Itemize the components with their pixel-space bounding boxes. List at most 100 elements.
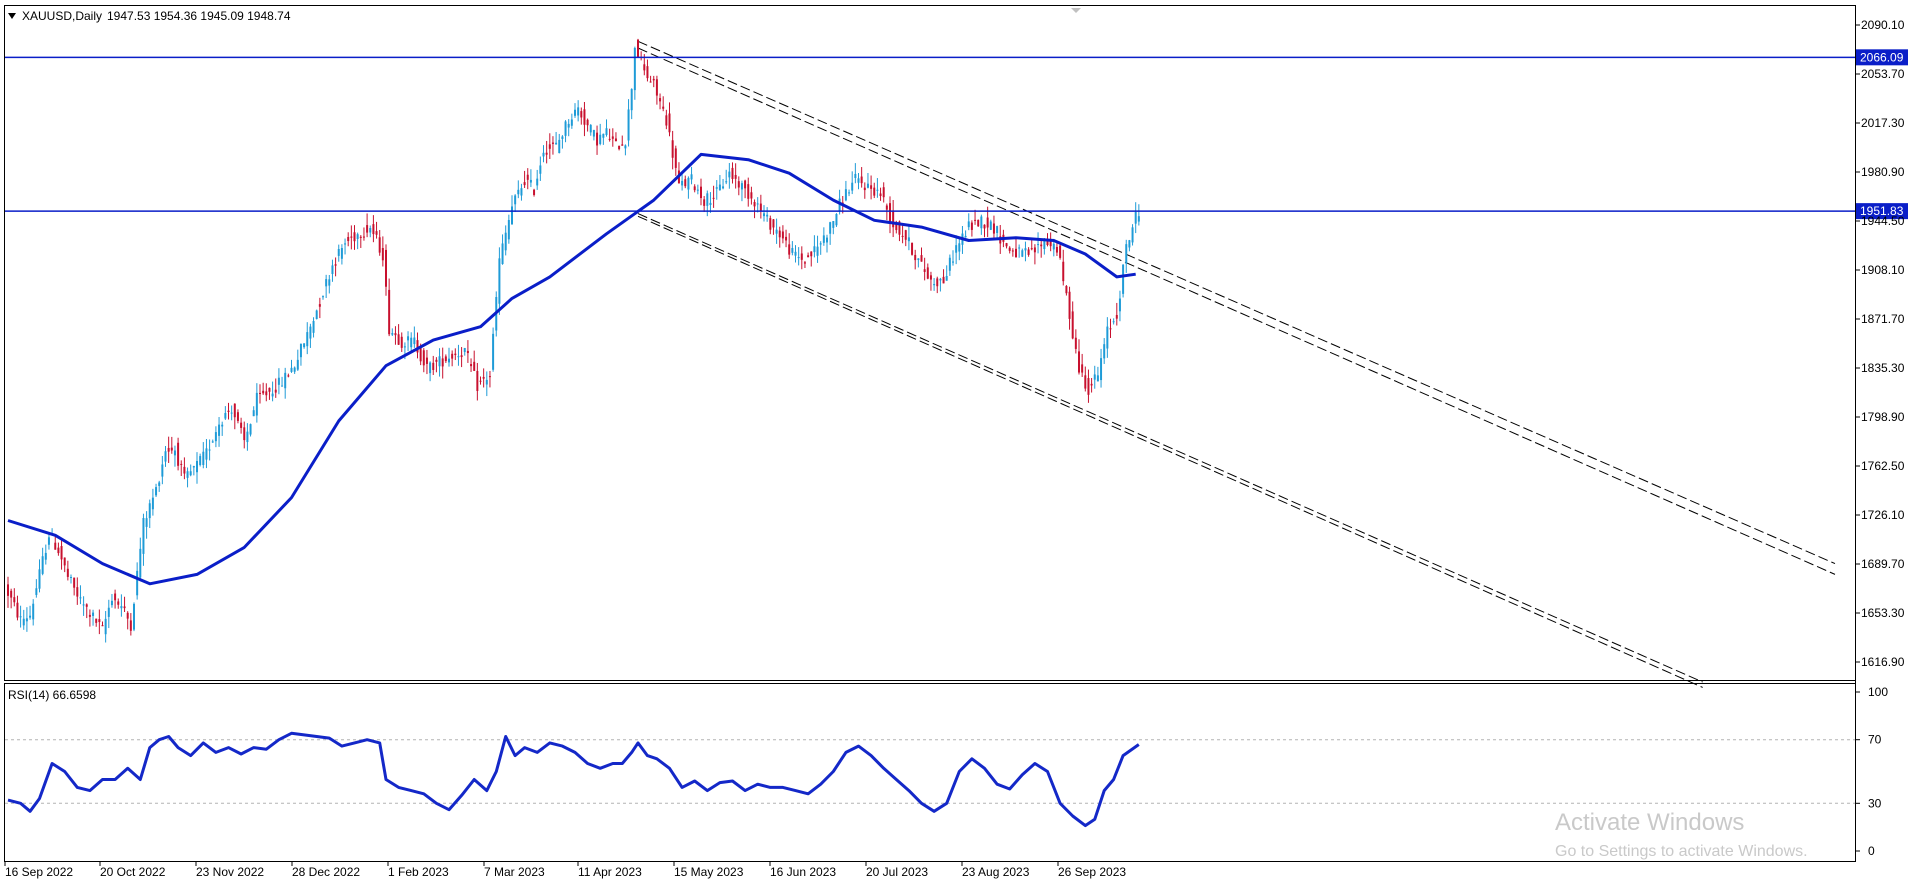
candle-bear	[1015, 248, 1017, 258]
candle-bear	[753, 202, 756, 207]
candle-bear	[347, 236, 350, 242]
candle-bear	[684, 179, 687, 187]
candle-bull	[136, 570, 139, 596]
candle-bear	[1065, 286, 1068, 294]
candle-bear	[16, 602, 19, 618]
candle-bull	[1021, 250, 1024, 257]
candle-bull	[514, 195, 517, 205]
candle-bull	[255, 392, 258, 416]
candle-bull	[306, 332, 309, 347]
candle-bull	[822, 235, 825, 243]
candle-bear	[533, 189, 536, 195]
candle-bear	[923, 269, 926, 272]
rsi-indicator	[5, 731, 1855, 828]
candle-bear	[807, 255, 810, 258]
candle-bull	[958, 243, 961, 252]
candle-bull	[561, 136, 564, 139]
candle-bull	[218, 424, 221, 436]
candle-bear	[879, 193, 882, 197]
candle-bear	[76, 587, 79, 597]
candle-bull	[696, 189, 699, 191]
candle-bear	[1040, 244, 1043, 247]
activate-windows-title: Activate Windows	[1555, 809, 1744, 836]
candle-bull	[1131, 227, 1134, 243]
candle-bull	[1052, 243, 1055, 250]
candle-bull	[826, 237, 828, 243]
candle-bull	[32, 603, 35, 620]
candle-bull	[832, 221, 835, 228]
candle-bull	[1100, 358, 1103, 381]
price-tick-label: 1726.10	[1861, 508, 1905, 522]
candle-bear	[643, 64, 646, 71]
candle-bull	[344, 243, 347, 245]
candle-bull	[964, 235, 967, 238]
candle-bull	[605, 128, 608, 135]
candle-bear	[167, 447, 170, 452]
candle-bear	[57, 547, 60, 554]
time-tick-label: 23 Aug 2023	[962, 865, 1030, 879]
candle-bull	[989, 221, 992, 230]
candle-bear	[614, 138, 617, 142]
rsi-tick-label: 0	[1868, 844, 1875, 858]
price-tick-label: 1908.10	[1861, 263, 1905, 277]
candle-bear	[366, 225, 369, 233]
level-price-tag	[1856, 203, 1908, 220]
candle-bear	[618, 145, 621, 150]
candle-bull	[570, 119, 573, 126]
candle-bull	[221, 424, 224, 427]
candle-bull	[148, 503, 151, 519]
candle-bull	[854, 173, 857, 179]
candle-bull	[29, 615, 32, 618]
candle-bear	[1055, 246, 1058, 253]
candle-bull	[980, 216, 983, 229]
candle-bear	[1059, 245, 1062, 258]
time-tick-label: 1 Feb 2023	[388, 865, 449, 879]
candle-bear	[545, 152, 548, 155]
candle-bull	[866, 183, 869, 188]
candle-bull	[756, 203, 759, 205]
candle-bear	[73, 577, 76, 588]
candle-bull	[249, 424, 252, 435]
candle-bear	[473, 361, 476, 371]
time-tick-label: 20 Oct 2022	[100, 865, 166, 879]
candle-bull	[151, 497, 154, 510]
candle-bull	[161, 464, 164, 477]
time-tick-label: 16 Jun 2023	[770, 865, 836, 879]
candle-bull	[507, 219, 510, 240]
candle-bull	[448, 358, 450, 363]
candle-bear	[240, 422, 243, 428]
candle-bear	[13, 597, 16, 603]
candle-bull	[718, 184, 721, 191]
candle-bull	[948, 257, 951, 271]
candle-bull	[876, 189, 879, 191]
candle-bear	[586, 119, 589, 126]
candle-bull	[517, 189, 520, 195]
candle-bull	[224, 413, 227, 419]
candle-bear	[441, 358, 444, 367]
candle-bear	[769, 218, 772, 230]
level-price-tag-text: 1951.83	[1860, 204, 1904, 218]
candle-bear	[810, 251, 813, 257]
candle-bear	[983, 224, 986, 229]
candle-bull	[133, 603, 135, 630]
candle-bull	[38, 569, 41, 589]
candle-bull	[205, 448, 208, 460]
chart-menu-triangle-icon[interactable]	[8, 13, 16, 19]
candle-bull	[1093, 374, 1096, 380]
candle-bear	[596, 132, 599, 146]
candle-bear	[268, 387, 271, 392]
rsi-tick-label: 30	[1868, 796, 1882, 810]
candle-bear	[873, 187, 876, 196]
candle-bear	[914, 254, 917, 261]
candle-bull	[599, 134, 602, 144]
candle-bear	[1005, 243, 1008, 247]
candle-bull	[1118, 298, 1121, 312]
price-tick-label: 2017.30	[1861, 116, 1905, 130]
price-tick-label: 2090.10	[1861, 18, 1905, 32]
time-tick-label: 28 Dec 2022	[292, 865, 360, 879]
candle-bull	[1018, 247, 1021, 249]
candle-bear	[1068, 291, 1071, 319]
candle-bull	[844, 189, 847, 201]
candle-bear	[895, 222, 898, 231]
candle-bear	[353, 232, 356, 242]
